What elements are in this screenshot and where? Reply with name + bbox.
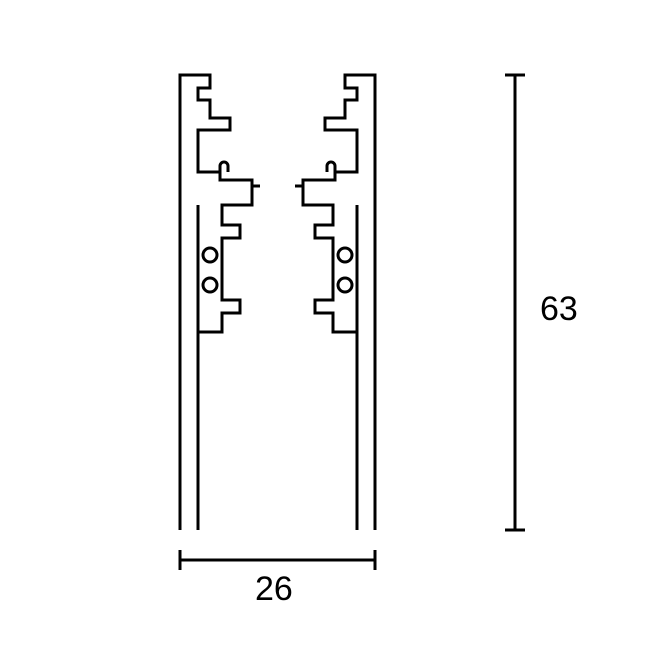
width-dimension-label: 26 [255,570,293,609]
height-dimension-label: 63 [540,290,578,329]
diagram-container: 26 63 [0,0,650,650]
